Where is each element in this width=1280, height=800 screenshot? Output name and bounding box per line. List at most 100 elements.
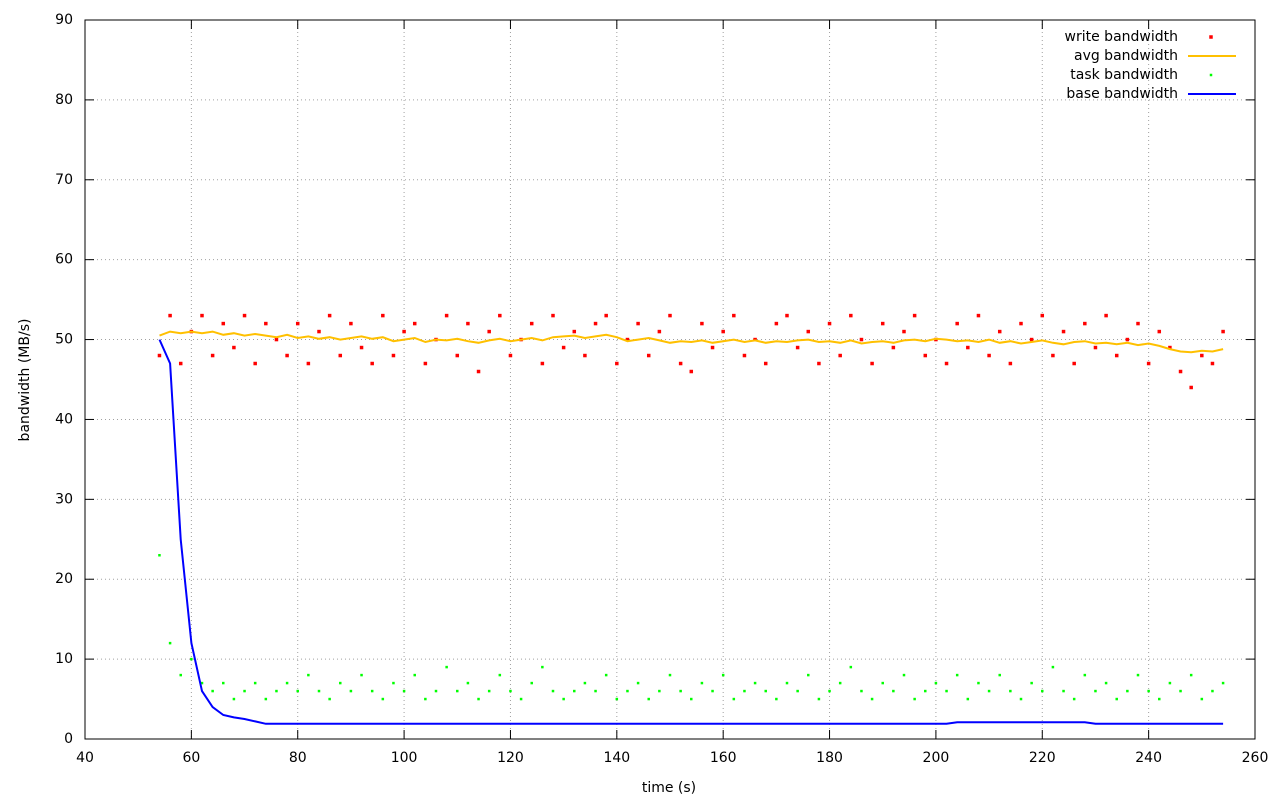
legend-label: base bandwidth <box>1066 86 1178 102</box>
data-point <box>274 337 279 342</box>
data-point <box>338 353 343 358</box>
data-point <box>211 689 214 693</box>
x-axis-label: time (s) <box>642 780 696 796</box>
y-tick-label: 20 <box>55 571 73 587</box>
x-tick-label: 60 <box>182 750 200 766</box>
data-point <box>913 697 916 701</box>
data-point <box>200 313 204 318</box>
data-point <box>934 681 938 685</box>
x-tick-label: 100 <box>391 750 418 766</box>
data-point <box>658 689 661 693</box>
data-point <box>1200 697 1204 701</box>
data-point <box>892 689 895 693</box>
data-point <box>190 657 193 661</box>
data-point <box>1008 361 1013 366</box>
data-point <box>785 681 789 685</box>
data-point <box>179 673 182 677</box>
plot-border <box>84 19 1256 740</box>
data-point <box>1061 329 1066 334</box>
y-tick-label: 0 <box>64 731 73 747</box>
data-point <box>966 345 970 350</box>
data-point <box>168 313 172 318</box>
data-point <box>561 345 566 350</box>
data-point <box>785 313 789 318</box>
data-point <box>487 689 491 693</box>
data-point <box>508 353 513 358</box>
data-point <box>859 337 864 342</box>
x-tick-label: 140 <box>603 750 630 766</box>
data-point <box>200 681 204 685</box>
y-tick-label: 70 <box>55 172 73 188</box>
data-point <box>1168 345 1172 350</box>
data-point <box>519 697 523 701</box>
data-point <box>476 369 481 374</box>
x-tick-label: 80 <box>289 750 307 766</box>
data-point <box>732 697 736 701</box>
y-axis-label: bandwidth (MB/s) <box>17 319 33 442</box>
data-point <box>295 321 300 326</box>
data-point <box>1093 345 1098 350</box>
data-point <box>370 361 374 366</box>
data-point <box>594 689 597 693</box>
data-point <box>264 321 268 326</box>
data-point <box>264 697 268 701</box>
data-point <box>572 329 577 334</box>
data-point <box>413 673 416 677</box>
data-point <box>1009 689 1012 693</box>
data-point <box>1125 337 1130 342</box>
legend-label: task bandwidth <box>1070 67 1178 83</box>
data-point <box>795 345 800 350</box>
data-point <box>498 313 502 318</box>
data-point <box>296 689 299 693</box>
data-point <box>902 329 906 334</box>
data-point <box>349 321 353 326</box>
data-point <box>583 353 587 358</box>
data-point <box>700 681 704 685</box>
data-point <box>700 321 704 326</box>
data-point <box>551 689 555 693</box>
data-point <box>529 321 534 326</box>
data-point <box>764 689 767 693</box>
data-point <box>849 313 853 318</box>
data-point <box>1168 681 1172 685</box>
data-point <box>562 697 565 701</box>
y-tick-label: 90 <box>55 12 73 28</box>
legend-swatch <box>1209 73 1213 77</box>
y-tick-label: 50 <box>55 332 73 348</box>
data-point <box>870 361 874 366</box>
data-point <box>1104 681 1108 685</box>
data-point <box>881 681 884 685</box>
data-point <box>774 321 779 326</box>
data-point <box>1179 689 1182 693</box>
data-point <box>1210 361 1215 366</box>
data-point <box>636 681 640 685</box>
data-point <box>253 681 257 685</box>
data-point <box>243 689 246 693</box>
data-point <box>1158 697 1161 701</box>
data-point <box>275 689 278 693</box>
data-point <box>349 689 353 693</box>
data-point <box>828 689 831 693</box>
data-point <box>721 673 725 677</box>
data-point <box>625 337 630 342</box>
data-point <box>434 689 438 693</box>
data-point <box>221 321 226 326</box>
data-point <box>955 321 959 326</box>
data-point <box>157 353 162 358</box>
data-point <box>732 313 736 318</box>
data-point <box>743 689 746 693</box>
data-point <box>668 673 672 677</box>
data-point <box>636 321 640 326</box>
x-tick-label: 180 <box>816 750 843 766</box>
data-point <box>210 353 215 358</box>
legend-label: avg bandwidth <box>1074 48 1178 64</box>
data-point <box>317 329 321 334</box>
data-point <box>657 329 662 334</box>
data-point <box>679 689 682 693</box>
data-point <box>1157 329 1162 334</box>
data-point <box>381 697 385 701</box>
x-tick-label: 40 <box>76 750 94 766</box>
data-point <box>1114 353 1119 358</box>
